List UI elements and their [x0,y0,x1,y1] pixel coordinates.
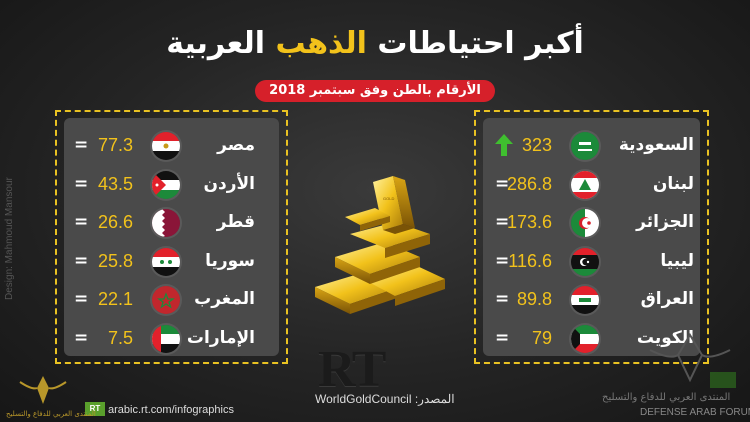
reserve-value: 173.6 [506,212,552,232]
reserve-value: 22.1 [97,289,133,309]
rt-watermark-logo: RT [318,341,386,398]
unchanged-indicator: = [74,135,89,155]
country-flag-icon [571,209,599,237]
reserve-value: 26.6 [97,212,133,232]
country-name: لبنان [652,173,694,194]
title-part2: العربية [166,26,266,61]
country-flag-icon [152,286,180,314]
gold-bars-illustration: GOLD [315,176,445,314]
country-row: ليبيا 116.6 = [483,247,700,278]
country-name: سوريا [205,250,255,271]
unchanged-indicator: = [74,173,89,194]
unchanged-indicator: = [495,173,510,194]
up-arrow-icon [495,134,513,156]
forum-watermark-icon [649,333,736,388]
country-row: الإمارات 7.5 = [64,324,279,355]
country-row: مصر 77.3 = [64,132,279,162]
title-highlight: الذهب [275,26,367,61]
unchanged-indicator: = [495,289,510,309]
subtitle-badge: الأرقام بالطن وفق سبتمبر 2018 [255,80,495,102]
reserve-value: 7.5 [107,327,133,348]
source-credit: المصدر: WorldGoldCouncil [315,392,455,406]
page-title: أكبر احتياطات الذهب العربية [0,26,750,61]
unchanged-indicator: = [495,250,510,271]
country-name: ليبيا [660,250,694,271]
gold-bar-label: GOLD [383,196,394,201]
country-row: الأردن 43.5 = [64,170,279,201]
forum-emblem-icon [19,376,67,404]
unchanged-indicator: = [74,250,89,271]
country-flag-icon [571,247,599,276]
country-name: السعودية [618,135,694,155]
reserve-value: 89.8 [516,289,552,309]
left-panel: مصر 77.3 = الأردن 43.5 = قطر 26.6 = سوريا 25.8 = الم… [64,118,279,356]
country-name: الإمارات [186,327,255,348]
unchanged-indicator: = [74,327,89,348]
unchanged-indicator: = [74,212,89,232]
reserve-value: 323 [521,135,552,155]
country-row: العراق 89.8 = [483,286,700,316]
country-flag-icon [152,170,180,199]
country-name: مصر [217,135,255,155]
forum-emblem-text: المنتدى العربي للدفاع والتسليح [6,410,96,418]
country-flag-icon [571,286,599,314]
country-row: الجزائر 173.6 = [483,209,700,239]
country-name: الكويت [636,327,694,348]
country-name: الأردن [203,173,255,194]
country-flag-icon [571,170,599,199]
left-panel-frame [55,110,288,364]
designer-credit: Design: Mahmoud Mansour [4,177,15,300]
forum-watermark-arabic: المنتدى العربي للدفاع والتسليح [602,392,731,403]
right-panel: السعودية 323 لبنان 286.8 = الجزائر 173.6 = ليبيا… [483,118,700,356]
reserve-value: 77.3 [97,135,133,155]
country-row: المغرب 22.1 = [64,286,279,316]
rt-badge: RT [85,402,105,416]
country-row: سوريا 25.8 = [64,247,279,278]
unchanged-indicator: = [74,289,89,309]
unchanged-indicator: = [495,212,510,232]
reserve-value: 43.5 [97,173,133,194]
forum-watermark-english: DEFENSE ARAB FORUM [640,407,750,418]
country-flag-icon [571,132,599,160]
country-flag-icon [152,132,180,160]
country-name: الجزائر [636,212,694,232]
country-name: العراق [640,289,694,309]
country-row: لبنان 286.8 = [483,170,700,201]
country-row: السعودية 323 [483,132,700,162]
country-name: المغرب [194,289,255,309]
country-row: الكويت 79 = [483,324,700,355]
reserve-value: 116.6 [508,250,552,271]
country-flag-icon [152,209,180,237]
country-flag-icon [571,324,599,353]
country-name: قطر [216,212,255,232]
reserve-value: 25.8 [97,250,133,271]
reserve-value: 286.8 [506,173,552,194]
reserve-value: 79 [531,327,552,348]
infographics-url[interactable]: arabic.rt.com/infographics [108,404,234,416]
country-flag-icon [152,324,180,353]
right-panel-frame [474,110,709,364]
country-row: قطر 26.6 = [64,209,279,239]
unchanged-indicator: = [495,327,510,348]
title-part1: أكبر احتياطات [377,26,584,61]
country-flag-icon [152,247,180,276]
